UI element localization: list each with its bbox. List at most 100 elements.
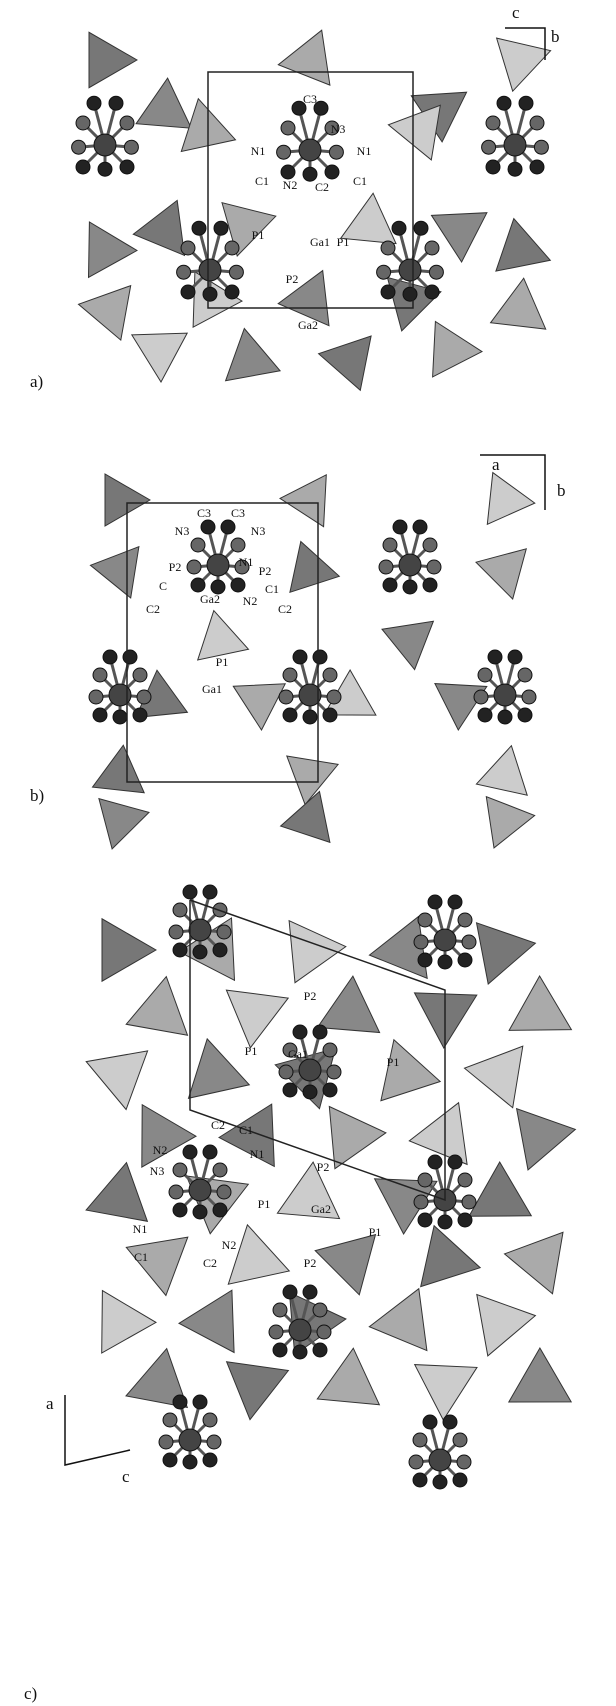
atom [498,710,512,724]
polyhedron [329,1107,386,1169]
atom-label: C3 [303,92,317,106]
metal-atom [207,554,229,576]
polyhedron [317,1348,379,1405]
atom [474,690,488,704]
atom-label: C1 [239,1123,253,1137]
atom [317,1325,331,1339]
atom [89,690,103,704]
atom-label: C [159,579,167,593]
polyhedron [318,976,380,1032]
atom-label: P2 [304,989,317,1003]
atom [281,121,295,135]
atom [383,538,397,552]
polyhedron [89,222,138,277]
metal-atom [299,139,321,161]
atom-label: C1 [265,582,279,596]
atom [482,140,496,154]
atom [429,265,443,279]
atom [120,116,134,130]
polyhedron [409,1103,467,1165]
atom [323,1083,337,1097]
atom [453,1473,467,1487]
atom [217,1185,231,1199]
atom [413,1473,427,1487]
atom [379,560,393,574]
atom [530,160,544,174]
atom [409,1455,423,1469]
polyhedron [99,799,149,849]
atom-label: Ga1 [288,1047,308,1061]
panel-label: c) [24,1684,37,1703]
atom [203,1453,217,1467]
atom [478,668,492,682]
polyhedron [136,78,191,128]
atom [173,903,187,917]
axis-label: a [492,455,500,474]
atom [203,287,217,301]
atom-label: P1 [337,235,350,249]
atom [423,538,437,552]
atom [283,1083,297,1097]
panel-label: b) [30,786,44,805]
atom [76,160,90,174]
atom [217,925,231,939]
polyhedron [415,1365,477,1420]
polyhedron [280,475,326,527]
atom-label: P2 [304,1256,317,1270]
atom [193,945,207,959]
atom [448,895,462,909]
atom [283,1285,297,1299]
atom [313,650,327,664]
atom [93,708,107,722]
atom [169,925,183,939]
atom [418,913,432,927]
atom [418,1213,432,1227]
atom [522,690,536,704]
polyhedron [227,1362,289,1420]
atom [458,1173,472,1187]
polyhedron [496,219,550,272]
atom-label: P1 [245,1044,258,1058]
polyhedron [102,919,156,981]
atom-label: C2 [203,1256,217,1270]
polyhedron [381,1040,440,1101]
polyhedron [421,1226,481,1287]
atom [173,1163,187,1177]
atom [448,1155,462,1169]
metal-atom [399,259,421,281]
polyhedron [233,684,285,730]
atom-label: N3 [331,122,346,136]
atom-label: C2 [211,1118,225,1132]
atom-label: N1 [239,555,254,569]
polyhedron [509,1348,571,1402]
polyhedron [477,1295,536,1356]
atom [109,96,123,110]
atom [497,96,511,110]
atom [377,265,391,279]
atom-label: C1 [255,174,269,188]
atom [458,953,472,967]
atom [458,913,472,927]
atom-label: C1 [134,1250,148,1264]
atom [277,145,291,159]
atom [72,140,86,154]
atom [428,1155,442,1169]
polyhedron [93,745,145,793]
polyhedron [476,549,526,599]
atom [273,1303,287,1317]
atom [327,690,341,704]
polyhedron [79,286,131,341]
atom [414,935,428,949]
atom [414,221,428,235]
atom-label: Ga1 [310,235,330,249]
atom-label: C3 [197,506,211,520]
atom [124,140,138,154]
polyhedron [133,200,184,255]
atom-label: P2 [286,272,299,286]
atom [123,650,137,664]
polyhedron [509,976,571,1030]
atom [508,650,522,664]
atom [518,708,532,722]
polyhedron [315,1235,375,1295]
atom [327,1065,341,1079]
